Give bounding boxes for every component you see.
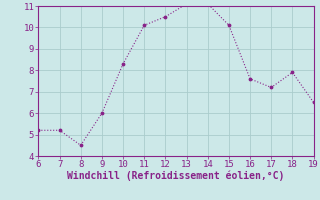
X-axis label: Windchill (Refroidissement éolien,°C): Windchill (Refroidissement éolien,°C) bbox=[67, 171, 285, 181]
